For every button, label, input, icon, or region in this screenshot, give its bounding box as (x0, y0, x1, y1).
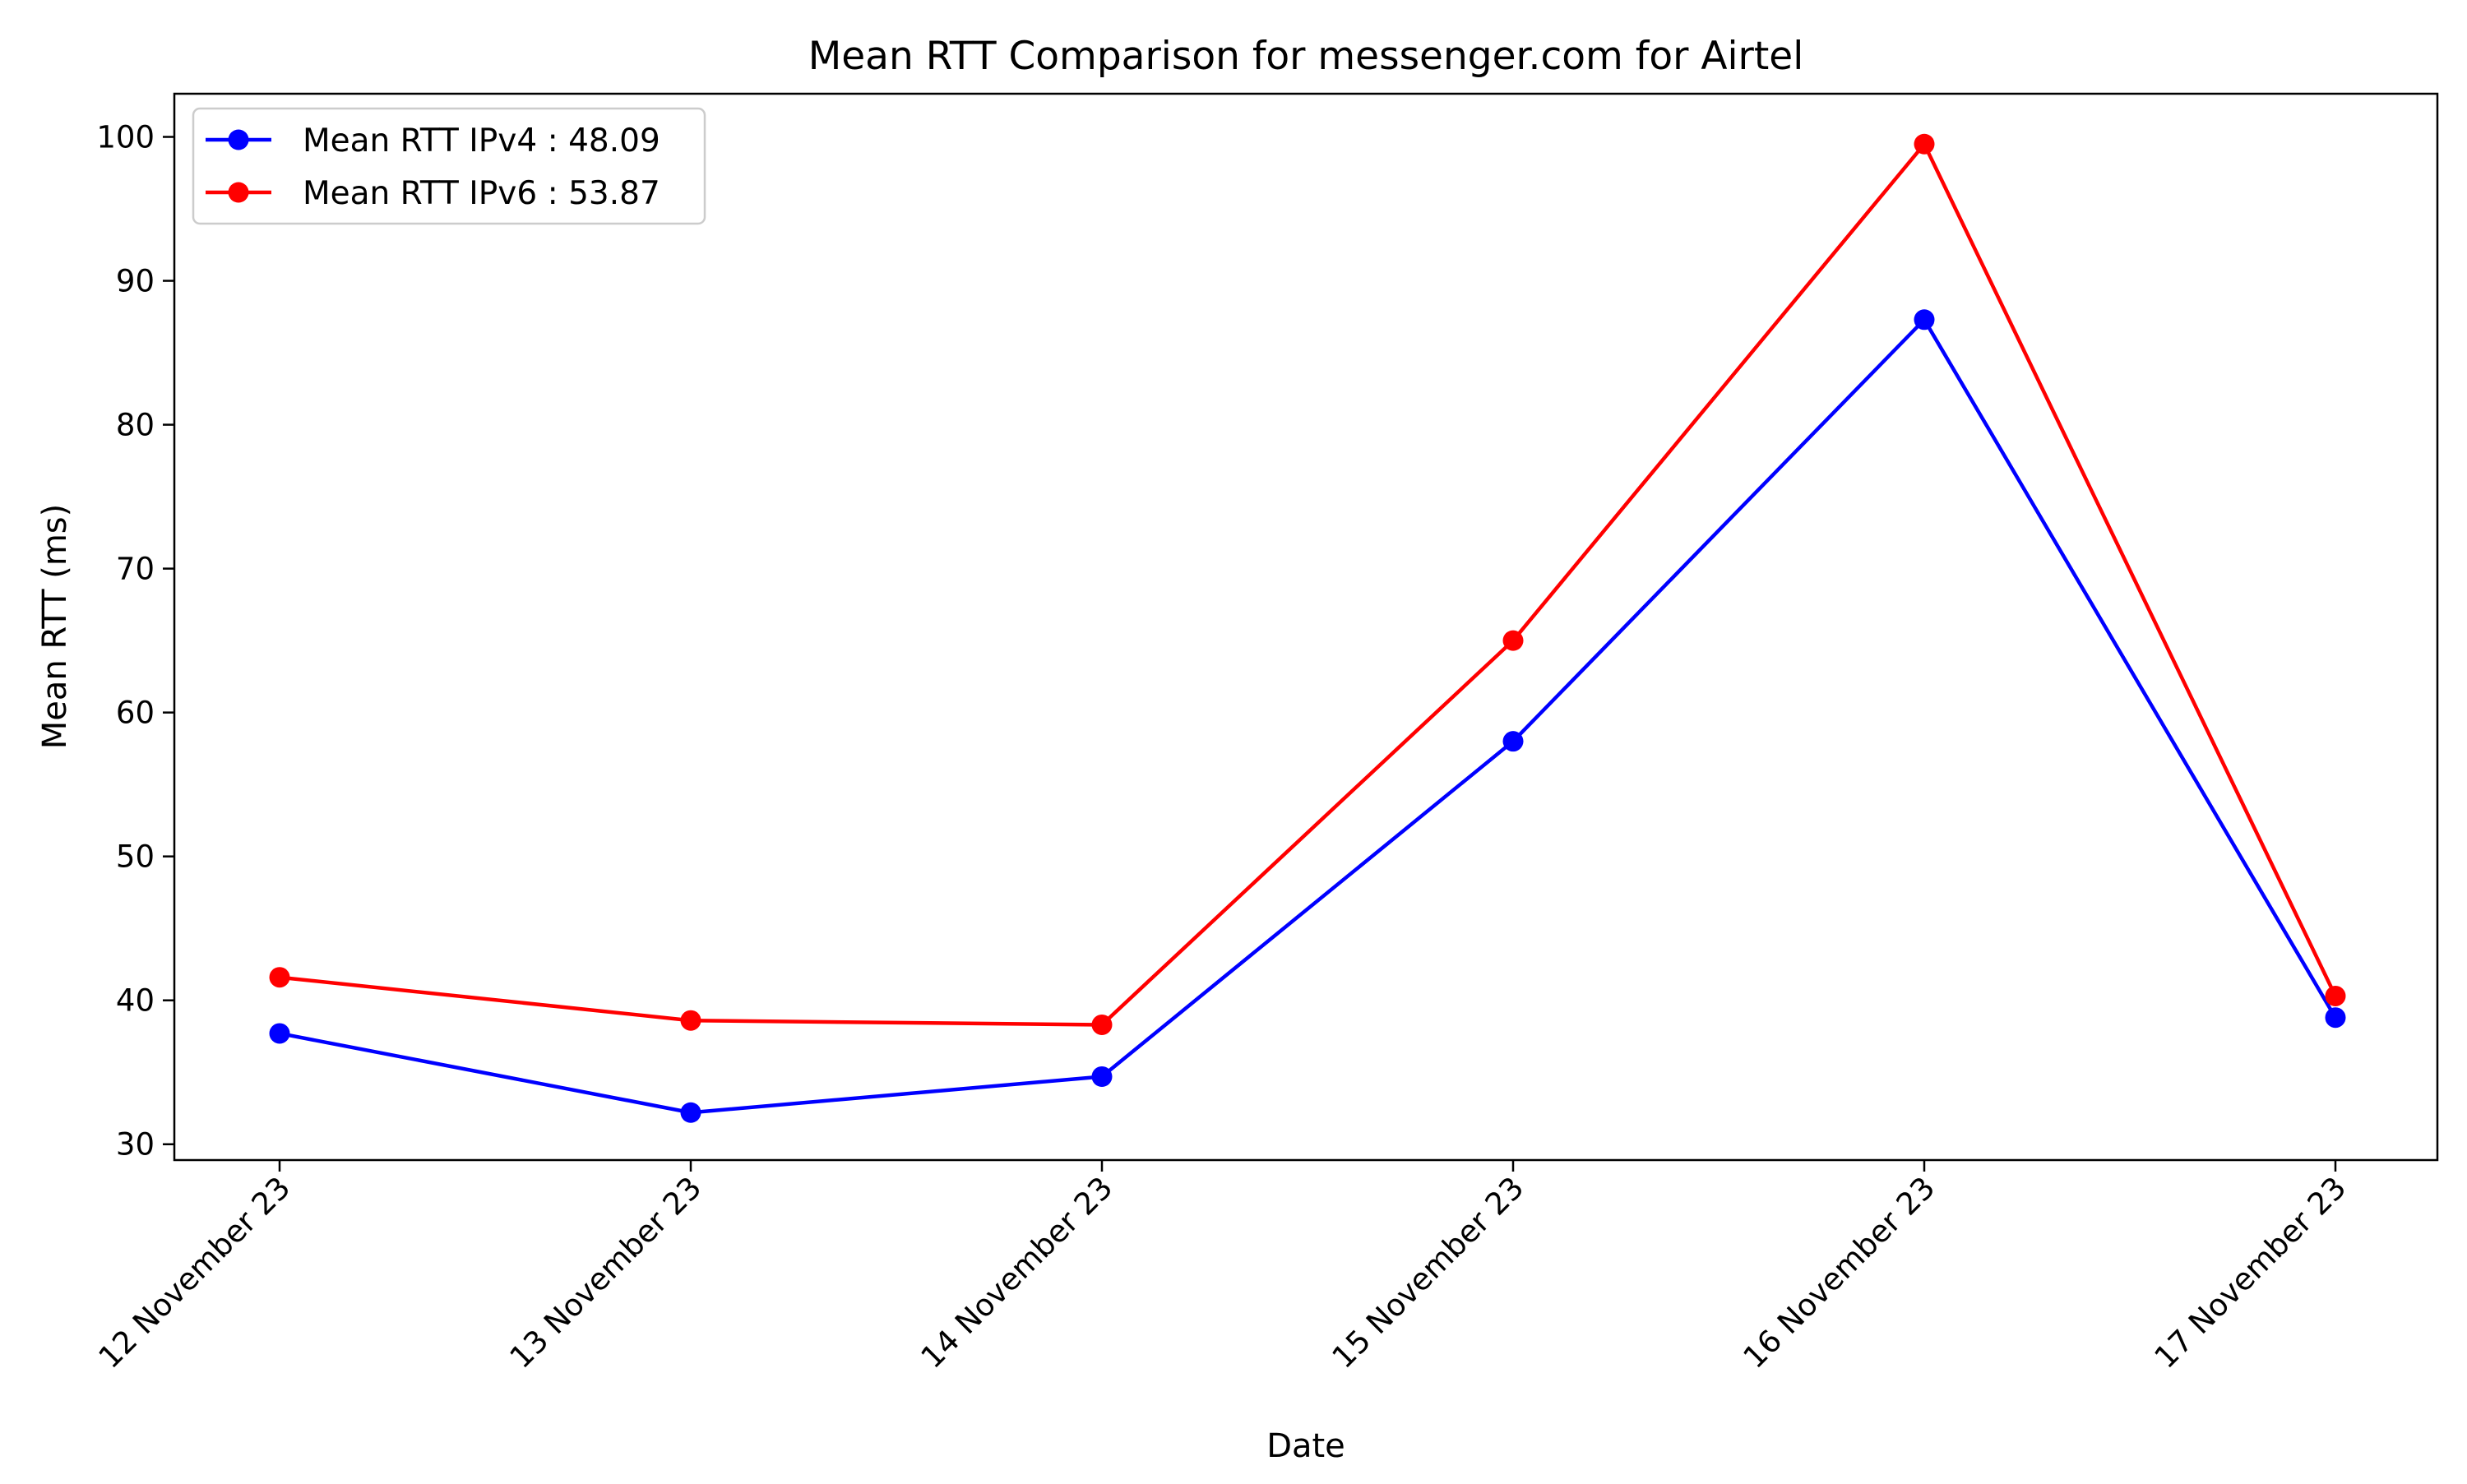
legend-marker (228, 129, 249, 150)
y-tick-label: 90 (116, 264, 155, 299)
y-tick-label: 100 (96, 120, 155, 155)
legend-label: Mean RTT IPv4 : 48.09 (303, 123, 660, 159)
data-point (269, 1023, 290, 1044)
series-1 (269, 309, 2346, 1123)
y-axis-label: Mean RTT (ms) (36, 504, 74, 749)
series-line (277, 142, 2338, 1027)
legend: Mean RTT IPv4 : 48.09 Mean RTT IPv6 : 53.… (192, 107, 706, 225)
data-point (1091, 1066, 1113, 1087)
y-tick-label: 30 (116, 1127, 155, 1163)
legend-entry: Mean RTT IPv6 : 53.87 (206, 175, 660, 212)
data-point (1091, 1014, 1113, 1035)
y-tick-label: 50 (116, 839, 155, 875)
y-tick-label: 80 (116, 408, 155, 443)
legend-label: Mean RTT IPv6 : 53.87 (303, 175, 660, 212)
x-axis-label: Date (1266, 1427, 1345, 1465)
legend-entry: Mean RTT IPv4 : 48.09 (206, 123, 660, 159)
series-line (277, 317, 2338, 1115)
legend-marker (228, 182, 249, 203)
data-point (269, 967, 290, 988)
data-point (1502, 731, 1524, 752)
data-point (1914, 309, 1935, 331)
data-point (680, 1102, 701, 1123)
data-point (1502, 630, 1524, 651)
y-tick-label: 60 (116, 696, 155, 731)
data-point (2325, 1007, 2346, 1029)
legend-box (192, 107, 706, 225)
y-tick-label: 40 (116, 983, 155, 1019)
plot-frame (173, 92, 2439, 1162)
data-point (2325, 985, 2346, 1006)
y-tick-label: 70 (116, 552, 155, 587)
series-layer (269, 133, 2346, 1123)
series-2 (269, 133, 2346, 1035)
data-point (680, 1010, 701, 1031)
chart-title: Mean RTT Comparison for messenger.com fo… (808, 34, 1804, 79)
data-point (1914, 133, 1935, 155)
